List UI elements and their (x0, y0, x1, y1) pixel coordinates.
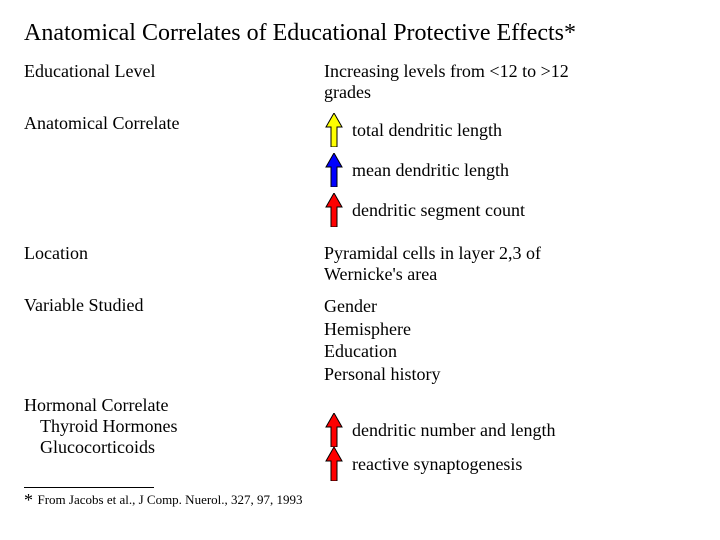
row-educational-level: Educational Level Increasing levels from… (24, 61, 696, 103)
page-title: Anatomical Correlates of Educational Pro… (24, 20, 696, 47)
label-educational-level: Educational Level (24, 61, 324, 103)
up-arrow-icon (324, 193, 344, 227)
correlate-text: dendritic segment count (352, 200, 525, 221)
correlate-item: mean dendritic length (324, 153, 525, 187)
sublabel-glucocorticoids: Glucocorticoids (24, 437, 324, 458)
hormonal-text: reactive synaptogenesis (352, 454, 522, 475)
row-variable-studied: Variable Studied Gender Hemisphere Educa… (24, 295, 696, 385)
hormonal-text: dendritic number and length (352, 420, 555, 441)
row-location: Location Pyramidal cells in layer 2,3 of… (24, 243, 696, 285)
variable-item: Personal history (324, 363, 441, 386)
sublabel-thyroid: Thyroid Hormones (24, 416, 324, 437)
variable-item: Hemisphere (324, 318, 441, 341)
value-location: Pyramidal cells in layer 2,3 of Wernicke… (324, 243, 604, 285)
correlate-text: mean dendritic length (352, 160, 509, 181)
correlate-item: total dendritic length (324, 113, 525, 147)
up-arrow-icon (324, 413, 344, 447)
variable-item: Education (324, 340, 441, 363)
hormonal-item: reactive synaptogenesis (324, 447, 555, 481)
label-location: Location (24, 243, 324, 285)
label-hormonal-correlate: Hormonal Correlate (24, 395, 324, 416)
row-anatomical-correlate: Anatomical Correlate total dendritic len… (24, 113, 696, 233)
variable-item: Gender (324, 295, 441, 318)
hormonal-item: dendritic number and length (324, 413, 555, 447)
up-arrow-icon (324, 153, 344, 187)
value-educational-level: Increasing levels from <12 to >12 grades (324, 61, 604, 103)
up-arrow-icon (324, 447, 344, 481)
correlate-item: dendritic segment count (324, 193, 525, 227)
label-variable-studied: Variable Studied (24, 295, 324, 385)
row-hormonal-correlate: Hormonal Correlate Thyroid Hormones Gluc… (24, 395, 696, 481)
footnote: * From Jacobs et al., J Comp. Nuerol., 3… (24, 490, 696, 511)
up-arrow-icon (324, 113, 344, 147)
footnote-divider (24, 487, 154, 488)
correlate-text: total dendritic length (352, 120, 502, 141)
label-anatomical-correlate: Anatomical Correlate (24, 113, 324, 233)
